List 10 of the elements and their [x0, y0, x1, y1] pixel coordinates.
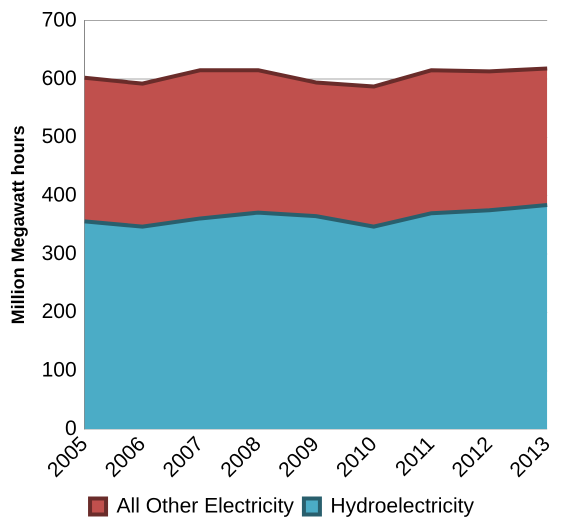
legend-label: Hydroelectricity: [330, 494, 474, 518]
y-tick-label: 500: [42, 125, 77, 148]
y-tick-label: 600: [42, 66, 77, 90]
y-tick-label: 100: [42, 358, 77, 382]
y-tick-label: 700: [42, 8, 77, 32]
legend-label: All Other Electricity: [116, 494, 294, 518]
y-tick-label: 400: [42, 183, 77, 206]
y-tick-label: 200: [42, 300, 77, 324]
y-axis-title: Million Megawatt hours: [8, 125, 28, 324]
y-tick-label: 300: [42, 242, 77, 265]
